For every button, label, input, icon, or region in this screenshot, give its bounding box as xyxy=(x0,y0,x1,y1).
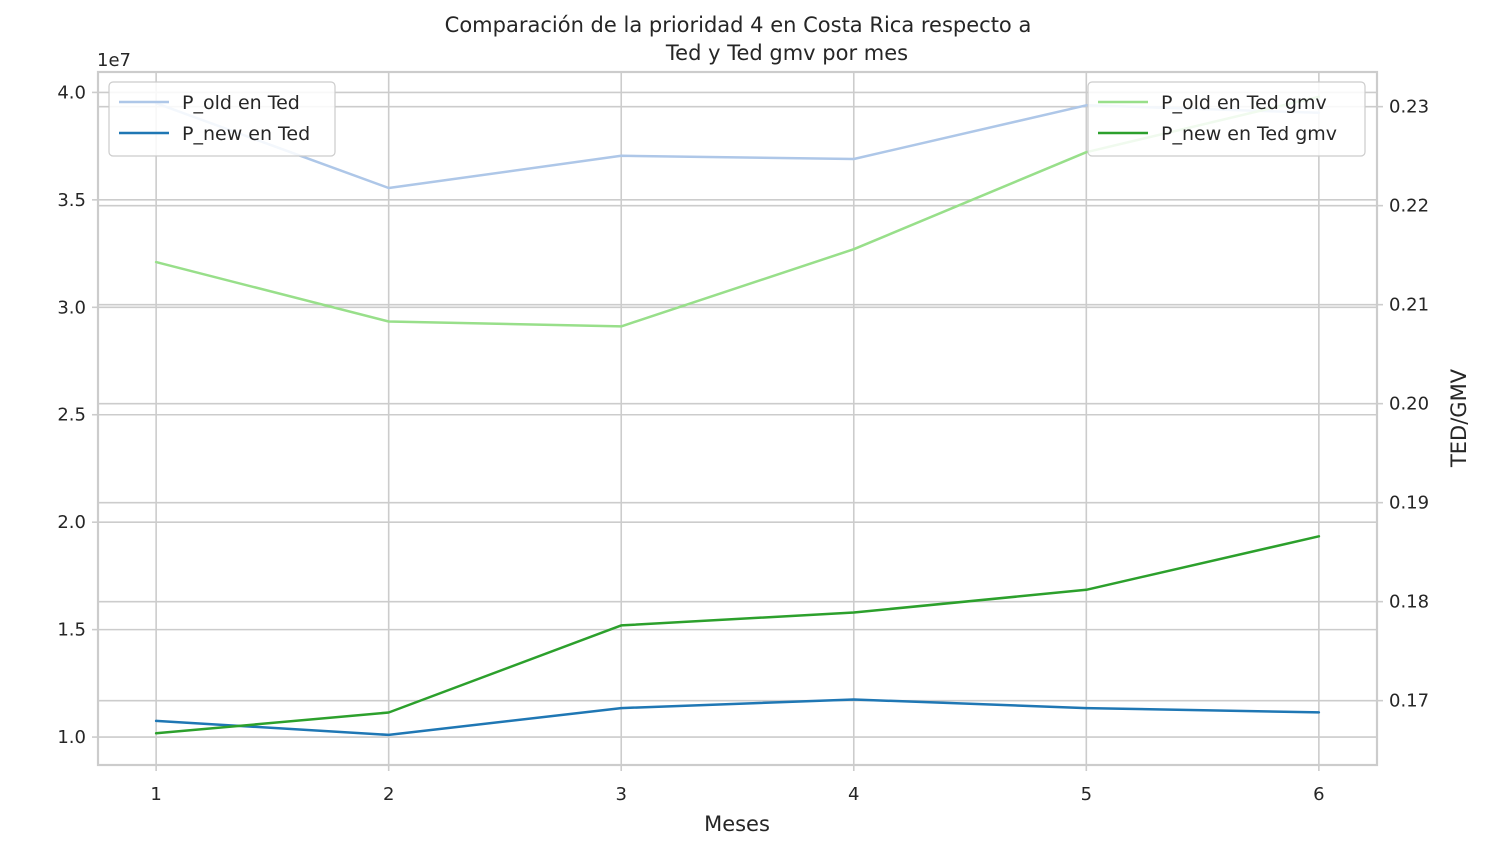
right-y-tick-label: 0.22 xyxy=(1389,196,1429,217)
series-line-left-1 xyxy=(154,698,1321,737)
legend-entry-label: P_old en Ted gmv xyxy=(1161,92,1327,114)
x-tick-label: 5 xyxy=(1081,784,1092,805)
legend-entry-label: P_old en Ted xyxy=(182,92,300,114)
plot-border xyxy=(96,70,1379,767)
left-y-tick-label: 2.5 xyxy=(57,405,86,426)
right-y-tick-label: 0.19 xyxy=(1389,493,1429,514)
legend-box xyxy=(108,81,336,157)
left-y-tick-label: 1.0 xyxy=(57,727,86,748)
right-y-tick-label: 0.17 xyxy=(1389,691,1429,712)
x-axis-label: Meses xyxy=(704,812,770,836)
grid-lines xyxy=(98,72,1377,765)
right-y-tick-label: 0.20 xyxy=(1389,394,1429,415)
legend-entry-label: P_new en Ted xyxy=(182,123,310,145)
left-y-tick-label: 3.5 xyxy=(57,190,86,211)
legend-right: P_old en Ted gmv P_new en Ted gmv xyxy=(1087,81,1366,157)
x-tick-label: 1 xyxy=(150,784,161,805)
series-line-right-1 xyxy=(154,535,1321,735)
left-y-tick-label: 2.0 xyxy=(57,512,86,533)
right-axis-label: TED/GMV xyxy=(1447,368,1471,468)
right-y-tick-label: 0.18 xyxy=(1389,592,1429,613)
chart-title-line-2: Ted y Ted gmv por mes xyxy=(665,41,908,65)
legend-entry-label: P_new en Ted gmv xyxy=(1161,123,1337,145)
x-tick-label: 6 xyxy=(1313,784,1324,805)
axis-ticks: 1 2 3 4 5 6 1.0 1.5 2.0 2.5 3.0 3.5 4.0 0.17 0.18 0.19 0… xyxy=(57,82,1429,805)
x-tick-label: 3 xyxy=(616,784,627,805)
chart-title: Comparación de la prioridad 4 en Costa R… xyxy=(445,13,1032,65)
legend-box xyxy=(1087,81,1366,157)
chart-title-line-1: Comparación de la prioridad 4 en Costa R… xyxy=(445,13,1032,37)
x-tick-label: 4 xyxy=(848,784,859,805)
left-axis-offset-label: 1e7 xyxy=(97,50,131,71)
x-tick-label: 2 xyxy=(383,784,394,805)
left-y-tick-label: 4.0 xyxy=(57,82,86,103)
right-y-tick-label: 0.21 xyxy=(1389,295,1429,316)
left-y-tick-label: 3.0 xyxy=(57,297,86,318)
right-y-tick-label: 0.23 xyxy=(1389,97,1429,118)
left-y-tick-label: 1.5 xyxy=(57,620,86,641)
plot-frame xyxy=(96,70,1379,767)
series-lines xyxy=(154,95,1321,737)
legend-left: P_old en Ted P_new en Ted xyxy=(108,81,336,157)
